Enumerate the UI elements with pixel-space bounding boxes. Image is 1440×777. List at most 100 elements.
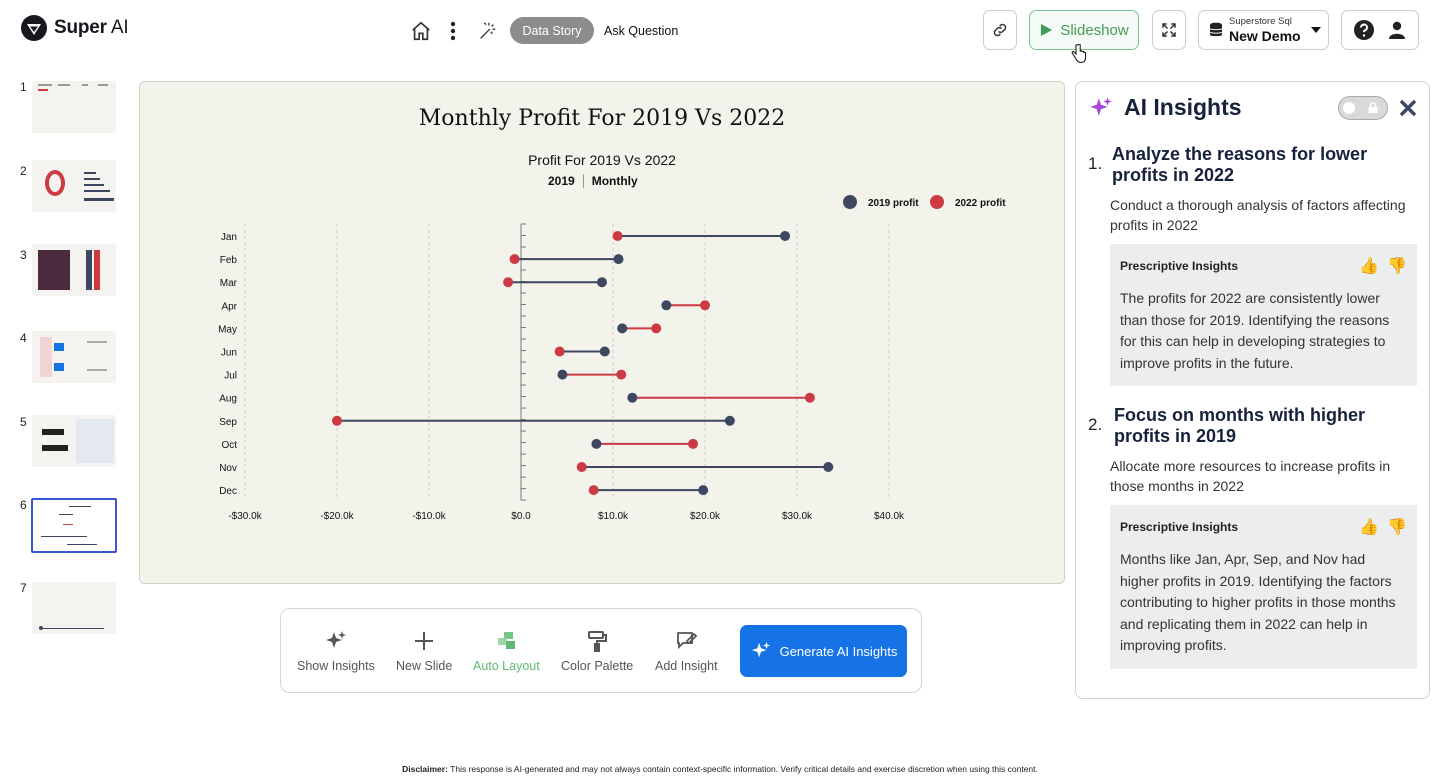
- datasource-name: New Demo: [1229, 27, 1301, 44]
- generate-ai-insights-label: Generate AI Insights: [779, 643, 898, 659]
- disclaimer: Disclaimer: This response is AI-generate…: [0, 764, 1440, 774]
- slide-thumbnail-3[interactable]: [32, 244, 116, 296]
- logo-icon: [21, 15, 47, 41]
- prescriptive-label: Prescriptive Insights: [1120, 520, 1239, 534]
- y-category-label: Nov: [219, 463, 237, 474]
- close-icon[interactable]: [1396, 96, 1420, 120]
- more-options-icon[interactable]: [444, 18, 462, 44]
- link-icon: [993, 23, 1007, 37]
- point-2022-profit: [700, 300, 710, 311]
- user-icon[interactable]: [1387, 20, 1407, 40]
- x-tick-label: $10.0k: [598, 511, 629, 522]
- chart-filters: 2019 Monthly: [540, 174, 646, 188]
- x-tick-label: $40.0k: [874, 511, 905, 522]
- tab-ask-question[interactable]: Ask Question: [604, 23, 679, 38]
- disclaimer-text: This response is AI-generated and may no…: [447, 764, 1038, 774]
- slide-thumbnail-4[interactable]: [32, 331, 116, 383]
- slideshow-button[interactable]: Slideshow: [1029, 10, 1139, 50]
- point-2022-profit: [688, 438, 699, 449]
- show-insights-button[interactable]: Show Insights: [297, 629, 375, 673]
- point-2022-profit: [612, 231, 623, 241]
- sparkle-icon: [325, 631, 346, 648]
- point-2022-profit: [616, 369, 627, 380]
- x-tick-label: $20.0k: [690, 511, 721, 522]
- thumbnail-number: 1: [20, 80, 27, 94]
- chart-title: Profit For 2019 Vs 2022: [528, 152, 676, 168]
- filter-year[interactable]: 2019: [540, 174, 584, 188]
- home-icon[interactable]: [408, 18, 434, 44]
- color-palette-button[interactable]: Color Palette: [561, 629, 633, 673]
- add-insight-label: Add Insight: [655, 659, 718, 673]
- ai-insights-header: AI Insights: [1088, 94, 1242, 121]
- point-2019-profit: [613, 254, 624, 265]
- x-tick-label: $30.0k: [782, 511, 813, 522]
- slide-thumbnail-6[interactable]: [31, 498, 117, 553]
- auto-layout-button[interactable]: Auto Layout: [473, 629, 540, 673]
- share-link-button[interactable]: [983, 10, 1017, 50]
- x-tick-label: -$20.0k: [320, 511, 354, 522]
- point-2019-profit: [617, 323, 628, 334]
- legend-marker: [930, 195, 944, 209]
- y-category-label: Jun: [221, 348, 237, 359]
- app-logo[interactable]: Super AI: [20, 14, 129, 42]
- insight-title: Analyze the reasons for lower profits in…: [1112, 144, 1368, 185]
- add-insight-button[interactable]: Add Insight: [655, 629, 718, 673]
- point-2019-profit: [661, 300, 672, 311]
- point-2022-profit: [588, 485, 599, 496]
- thumbs-down-icon[interactable]: 👎: [1387, 519, 1407, 536]
- point-2022-profit: [804, 392, 815, 403]
- y-category-label: Jan: [221, 232, 237, 243]
- prescriptive-insight-box: Prescriptive Insights 👍 👎 Months like Ja…: [1110, 505, 1417, 669]
- caret-down-icon: [1310, 27, 1321, 33]
- y-category-label: Feb: [220, 255, 238, 266]
- point-2019-profit: [557, 369, 568, 380]
- slide-thumbnail-5[interactable]: [32, 415, 116, 467]
- generate-ai-insights-button[interactable]: Generate AI Insights: [740, 625, 907, 677]
- point-2019-profit: [596, 277, 607, 288]
- slide-thumbnail-7[interactable]: [32, 582, 116, 634]
- insight-description: Allocate more resources to increase prof…: [1110, 458, 1391, 494]
- slide-canvas[interactable]: Monthly Profit For 2019 Vs 2022 Profit F…: [139, 81, 1065, 584]
- legend-marker: [843, 195, 857, 209]
- dumbbell-chart: -$30.0k -$20.0k -$10.0k $0.0 $10.0k $20.0k $30…: [218, 195, 1006, 522]
- expand-icon: [1162, 23, 1176, 37]
- filter-period[interactable]: Monthly: [591, 174, 638, 188]
- tab-data-story[interactable]: Data Story: [510, 17, 594, 44]
- lock-icon: [1368, 102, 1378, 113]
- thumbs-down-icon[interactable]: 👎: [1387, 258, 1407, 275]
- help-icon[interactable]: [1353, 19, 1375, 41]
- prescriptive-label: Prescriptive Insights: [1120, 259, 1239, 273]
- insights-lock-toggle[interactable]: [1338, 96, 1388, 120]
- point-2019-profit: [823, 462, 834, 472]
- prescriptive-text: Months like Jan, Apr, Sep, and Nov had h…: [1120, 551, 1396, 653]
- y-category-label: Aug: [219, 394, 237, 405]
- y-category-label: May: [218, 324, 237, 335]
- thumbs-up-icon[interactable]: 👍: [1359, 519, 1380, 536]
- point-2019-profit: [599, 346, 610, 357]
- fullscreen-button[interactable]: [1152, 10, 1186, 50]
- magic-wand-icon[interactable]: [474, 18, 500, 44]
- point-2019-profit: [724, 415, 735, 426]
- ai-insights-title: AI Insights: [1124, 94, 1242, 120]
- thumbnail-number: 6: [20, 498, 27, 512]
- thumbnail-number: 7: [20, 581, 27, 595]
- play-icon: [1041, 24, 1053, 36]
- new-slide-button[interactable]: New Slide: [396, 629, 452, 673]
- slideshow-label: Slideshow: [1060, 21, 1129, 39]
- thumbs-up-icon[interactable]: 👍: [1359, 258, 1380, 275]
- insight-number: 2.: [1088, 415, 1103, 434]
- slide-thumbnail-2[interactable]: [32, 160, 116, 212]
- y-category-label: Mar: [220, 278, 238, 289]
- point-2022-profit: [509, 254, 520, 265]
- layout-icon: [498, 632, 516, 649]
- point-2019-profit: [780, 231, 791, 241]
- insight-number: 1.: [1088, 154, 1103, 173]
- point-2022-profit: [503, 277, 514, 288]
- datasource-selector[interactable]: Superstore Sql New Demo: [1198, 10, 1329, 50]
- point-2022-profit: [651, 323, 662, 334]
- slide-thumbnail-1[interactable]: [32, 81, 116, 133]
- point-2022-profit: [332, 415, 342, 426]
- database-icon: [1209, 22, 1223, 37]
- legend-label: 2019 profit: [868, 198, 919, 209]
- y-category-label: Jul: [224, 371, 237, 382]
